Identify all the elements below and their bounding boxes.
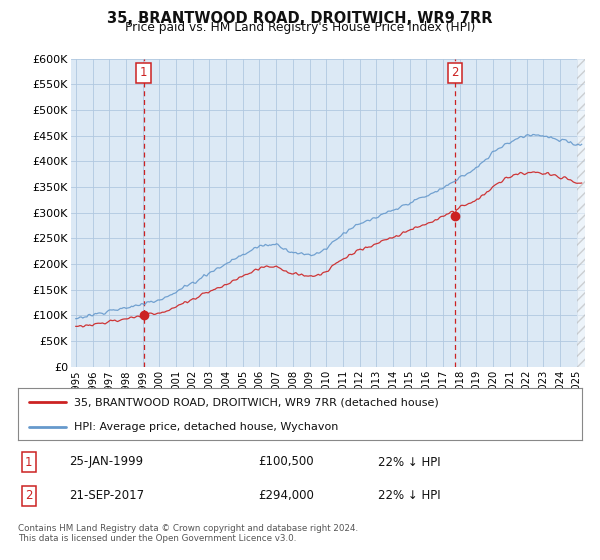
Text: 35, BRANTWOOD ROAD, DROITWICH, WR9 7RR: 35, BRANTWOOD ROAD, DROITWICH, WR9 7RR	[107, 11, 493, 26]
Text: 35, BRANTWOOD ROAD, DROITWICH, WR9 7RR (detached house): 35, BRANTWOOD ROAD, DROITWICH, WR9 7RR (…	[74, 397, 439, 407]
Text: £294,000: £294,000	[258, 489, 314, 502]
Text: 22% ↓ HPI: 22% ↓ HPI	[378, 489, 440, 502]
Text: HPI: Average price, detached house, Wychavon: HPI: Average price, detached house, Wych…	[74, 422, 339, 432]
Text: 21-SEP-2017: 21-SEP-2017	[69, 489, 144, 502]
Text: 1: 1	[140, 67, 148, 80]
Text: Price paid vs. HM Land Registry's House Price Index (HPI): Price paid vs. HM Land Registry's House …	[125, 21, 475, 34]
Text: £100,500: £100,500	[258, 455, 314, 469]
Text: 25-JAN-1999: 25-JAN-1999	[69, 455, 143, 469]
Text: 22% ↓ HPI: 22% ↓ HPI	[378, 455, 440, 469]
Text: 1: 1	[25, 455, 32, 469]
Text: 2: 2	[25, 489, 32, 502]
Text: 2: 2	[451, 67, 459, 80]
Text: Contains HM Land Registry data © Crown copyright and database right 2024.
This d: Contains HM Land Registry data © Crown c…	[18, 524, 358, 543]
